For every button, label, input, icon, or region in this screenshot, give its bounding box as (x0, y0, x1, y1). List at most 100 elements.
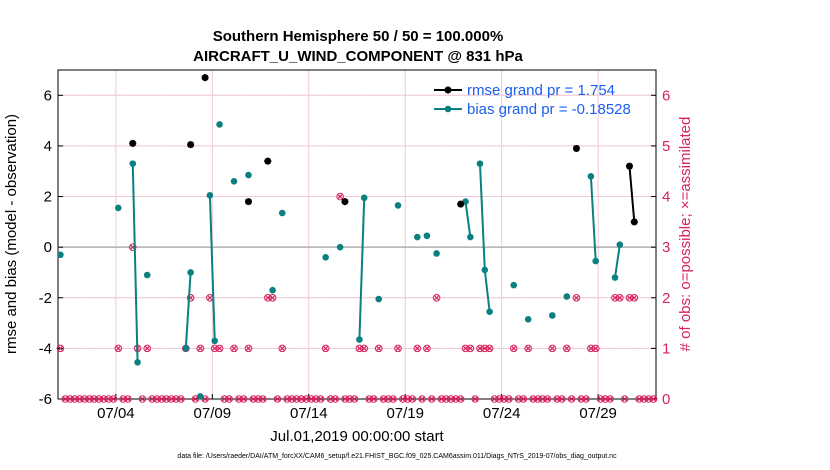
obs-possible-zero (220, 395, 229, 403)
y-axis-label: rmse and bias (model - observation) (3, 114, 20, 354)
obs-possible-point (572, 293, 581, 302)
obs-assimilated-point (375, 345, 382, 352)
obs-possible-zero (312, 395, 320, 403)
obs-possible-zero (389, 395, 397, 403)
obs-possible-zero (495, 395, 504, 403)
obs-possible-zero (124, 395, 132, 403)
x-tick-label: 07/19 (386, 405, 424, 422)
bias-line-segment (358, 197, 366, 340)
obs-possible-zero (452, 395, 460, 403)
obs-possible-zero (148, 395, 156, 403)
obs-possible-zero (153, 395, 161, 403)
obs-possible-zero (61, 395, 70, 403)
obs-possible-point (360, 344, 369, 353)
obs-assimilated-point (395, 345, 401, 352)
obs-possible-zero (384, 395, 393, 403)
bias-point (182, 345, 190, 352)
obs-assimilated-zero (409, 396, 416, 402)
obs-possible-point (196, 344, 205, 353)
chart-title: Southern Hemisphere 50 / 50 = 100.000% (213, 28, 504, 45)
obs-possible-point (215, 344, 224, 353)
obs-possible-zero (85, 395, 94, 403)
obs-assimilated-point (486, 345, 493, 352)
bias-point (322, 253, 329, 261)
obs-assimilated-zero (583, 396, 589, 402)
obs-possible-point (268, 293, 277, 302)
y2-tick-label: 5 (662, 138, 670, 155)
bias-line-segment (614, 244, 621, 278)
rmse-point (457, 200, 465, 208)
bias-point (423, 232, 431, 240)
legend-rmse-marker (444, 86, 452, 94)
obs-possible-point (374, 344, 383, 353)
obs-possible-zero (534, 395, 542, 403)
obs-possible-zero (543, 395, 552, 403)
obs-possible-zero (177, 395, 185, 403)
rmse-point (244, 198, 252, 206)
bias-point (211, 337, 219, 345)
obs-assimilated-zero (274, 396, 281, 402)
y-tick-label: 6 (44, 87, 52, 104)
obs-possible-point (485, 344, 494, 353)
obs-assimilated-zero (351, 396, 358, 402)
obs-possible-point (210, 344, 219, 353)
bias-line-segment (464, 201, 472, 238)
bias-point (129, 160, 137, 167)
obs-assimilated-point (245, 345, 252, 352)
obs-assimilated-point (626, 294, 633, 301)
obs-possible-zero (119, 395, 127, 403)
obs-assimilated-point (510, 345, 517, 352)
obs-assimilated-zero (202, 396, 208, 402)
bias-point (206, 191, 214, 199)
obs-assimilated-zero (428, 396, 435, 402)
bias-point (356, 336, 363, 343)
y-tick-label: 4 (44, 138, 52, 155)
obs-possible-point (321, 344, 330, 353)
obs-assimilated-zero (650, 396, 657, 402)
obs-assimilated-point (525, 345, 532, 352)
legend: rmse grand pr = 1.754 bias grand pr = -0… (434, 82, 631, 118)
obs-possible-zero (254, 395, 262, 403)
bias-point (114, 204, 122, 212)
series-layer (57, 74, 638, 400)
rmse-point (341, 198, 349, 206)
bias-point (587, 172, 595, 180)
y-tick-label: 0 (44, 239, 52, 256)
obs-possible-zero (109, 395, 118, 403)
bias-point (616, 241, 624, 248)
obs-possible-zero (225, 395, 234, 403)
obs-assimilated-zero (192, 396, 199, 402)
obs-possible-zero (80, 395, 89, 403)
obs-assimilated-zero (520, 396, 527, 402)
obs-assimilated-zero (139, 396, 146, 402)
obs-assimilated-zero (621, 396, 628, 402)
bias-point (269, 286, 276, 294)
rmse-point (187, 141, 195, 149)
x-tick-label: 07/14 (290, 405, 328, 422)
obs-possible-zero (427, 395, 436, 403)
obs-assimilated-point (264, 294, 271, 301)
bias-point (336, 243, 344, 251)
obs-possible-zero (345, 395, 354, 403)
obs-possible-zero (403, 395, 412, 403)
y2-tick-label: 6 (662, 87, 670, 104)
obs-possible-point (562, 344, 571, 353)
x-tick-label: 07/29 (579, 405, 617, 422)
bias-point (413, 233, 421, 241)
bias-point (524, 315, 532, 323)
obs-possible-zero (71, 395, 79, 403)
rmse-point (572, 144, 580, 152)
obs-assimilated-point (414, 345, 421, 352)
rmse-point (625, 162, 633, 170)
obs-assimilated-zero (472, 396, 478, 402)
obs-possible-point (128, 243, 137, 251)
obs-possible-zero (162, 395, 171, 403)
obs-possible-point (355, 344, 364, 353)
legend-bias-marker (444, 105, 452, 113)
obs-possible-point (630, 293, 639, 302)
obs-possible-zero (167, 395, 176, 403)
obs-possible-point (548, 344, 557, 353)
y2-tick-label: 3 (662, 239, 670, 256)
obs-assimilated-point (207, 294, 213, 301)
bias-point (476, 160, 484, 167)
